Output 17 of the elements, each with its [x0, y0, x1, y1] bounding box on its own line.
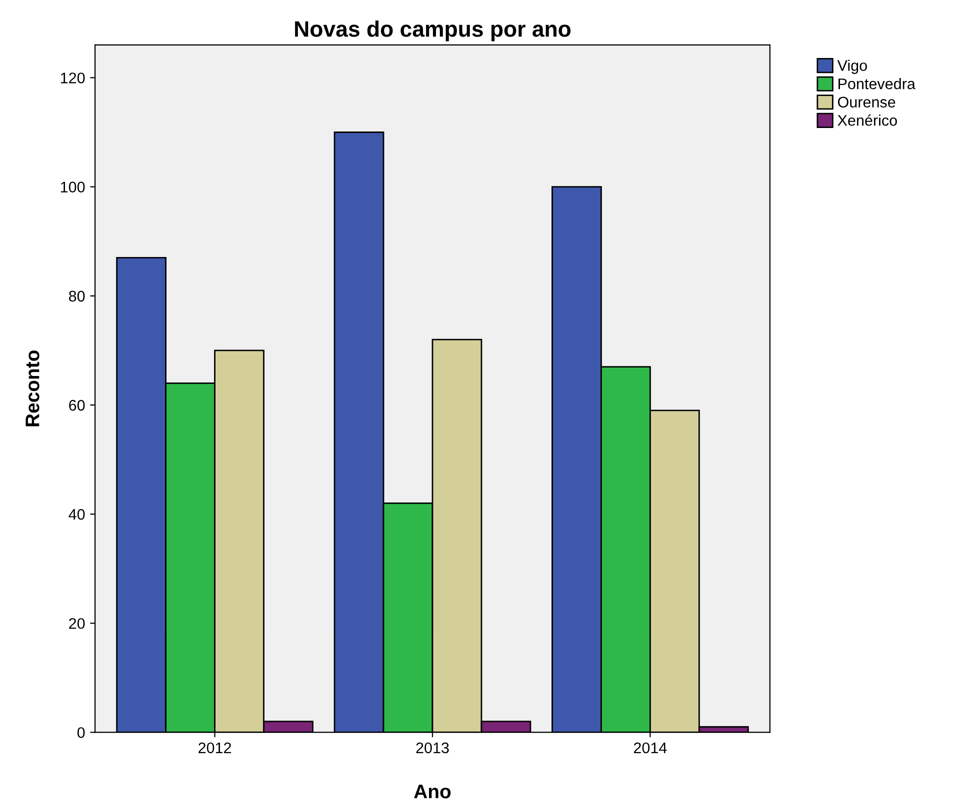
chart-title: Novas do campus por ano	[295, 20, 571, 42]
y-tick-label: 0	[77, 727, 85, 738]
x-tick-label: 2014	[634, 742, 667, 754]
y-tick-label: 60	[69, 400, 85, 411]
legend-label: Pontevedra	[838, 78, 916, 90]
legend-label: Xenérico	[838, 114, 897, 126]
y-tick-label: 40	[68, 508, 85, 520]
x-axis-title: Ano	[414, 784, 451, 798]
y-tick-label: 20	[69, 618, 85, 629]
y-axis-title: Reconto	[26, 350, 40, 426]
legend-label: Ourense	[838, 96, 896, 108]
x-tick-label: 2013	[416, 742, 449, 754]
y-tick-label: 100	[60, 182, 85, 192]
legend-label: Vigo	[837, 60, 867, 74]
y-tick-label: 120	[60, 72, 85, 84]
y-tick-label: 80	[68, 290, 85, 302]
x-tick-label: 2012	[198, 742, 232, 754]
